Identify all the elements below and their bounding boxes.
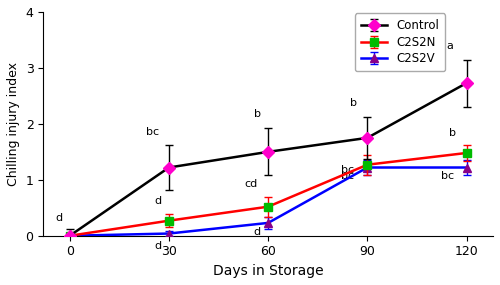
Text: b: b [254,109,260,119]
Text: bc: bc [342,170,354,180]
Text: d: d [154,196,162,206]
Text: bc: bc [342,166,354,176]
Text: d: d [254,227,260,237]
Text: b: b [350,98,357,108]
Text: b: b [449,128,456,138]
Text: a: a [446,41,454,51]
X-axis label: Days in Storage: Days in Storage [213,264,324,278]
Legend: Control, C2S2N, C2S2V: Control, C2S2N, C2S2V [355,13,445,71]
Text: bc: bc [146,127,159,137]
Y-axis label: Chilling injury index: Chilling injury index [7,62,20,186]
Text: d: d [154,241,162,251]
Text: d: d [56,213,62,223]
Text: cd: cd [245,179,258,189]
Text: bc: bc [440,170,454,180]
